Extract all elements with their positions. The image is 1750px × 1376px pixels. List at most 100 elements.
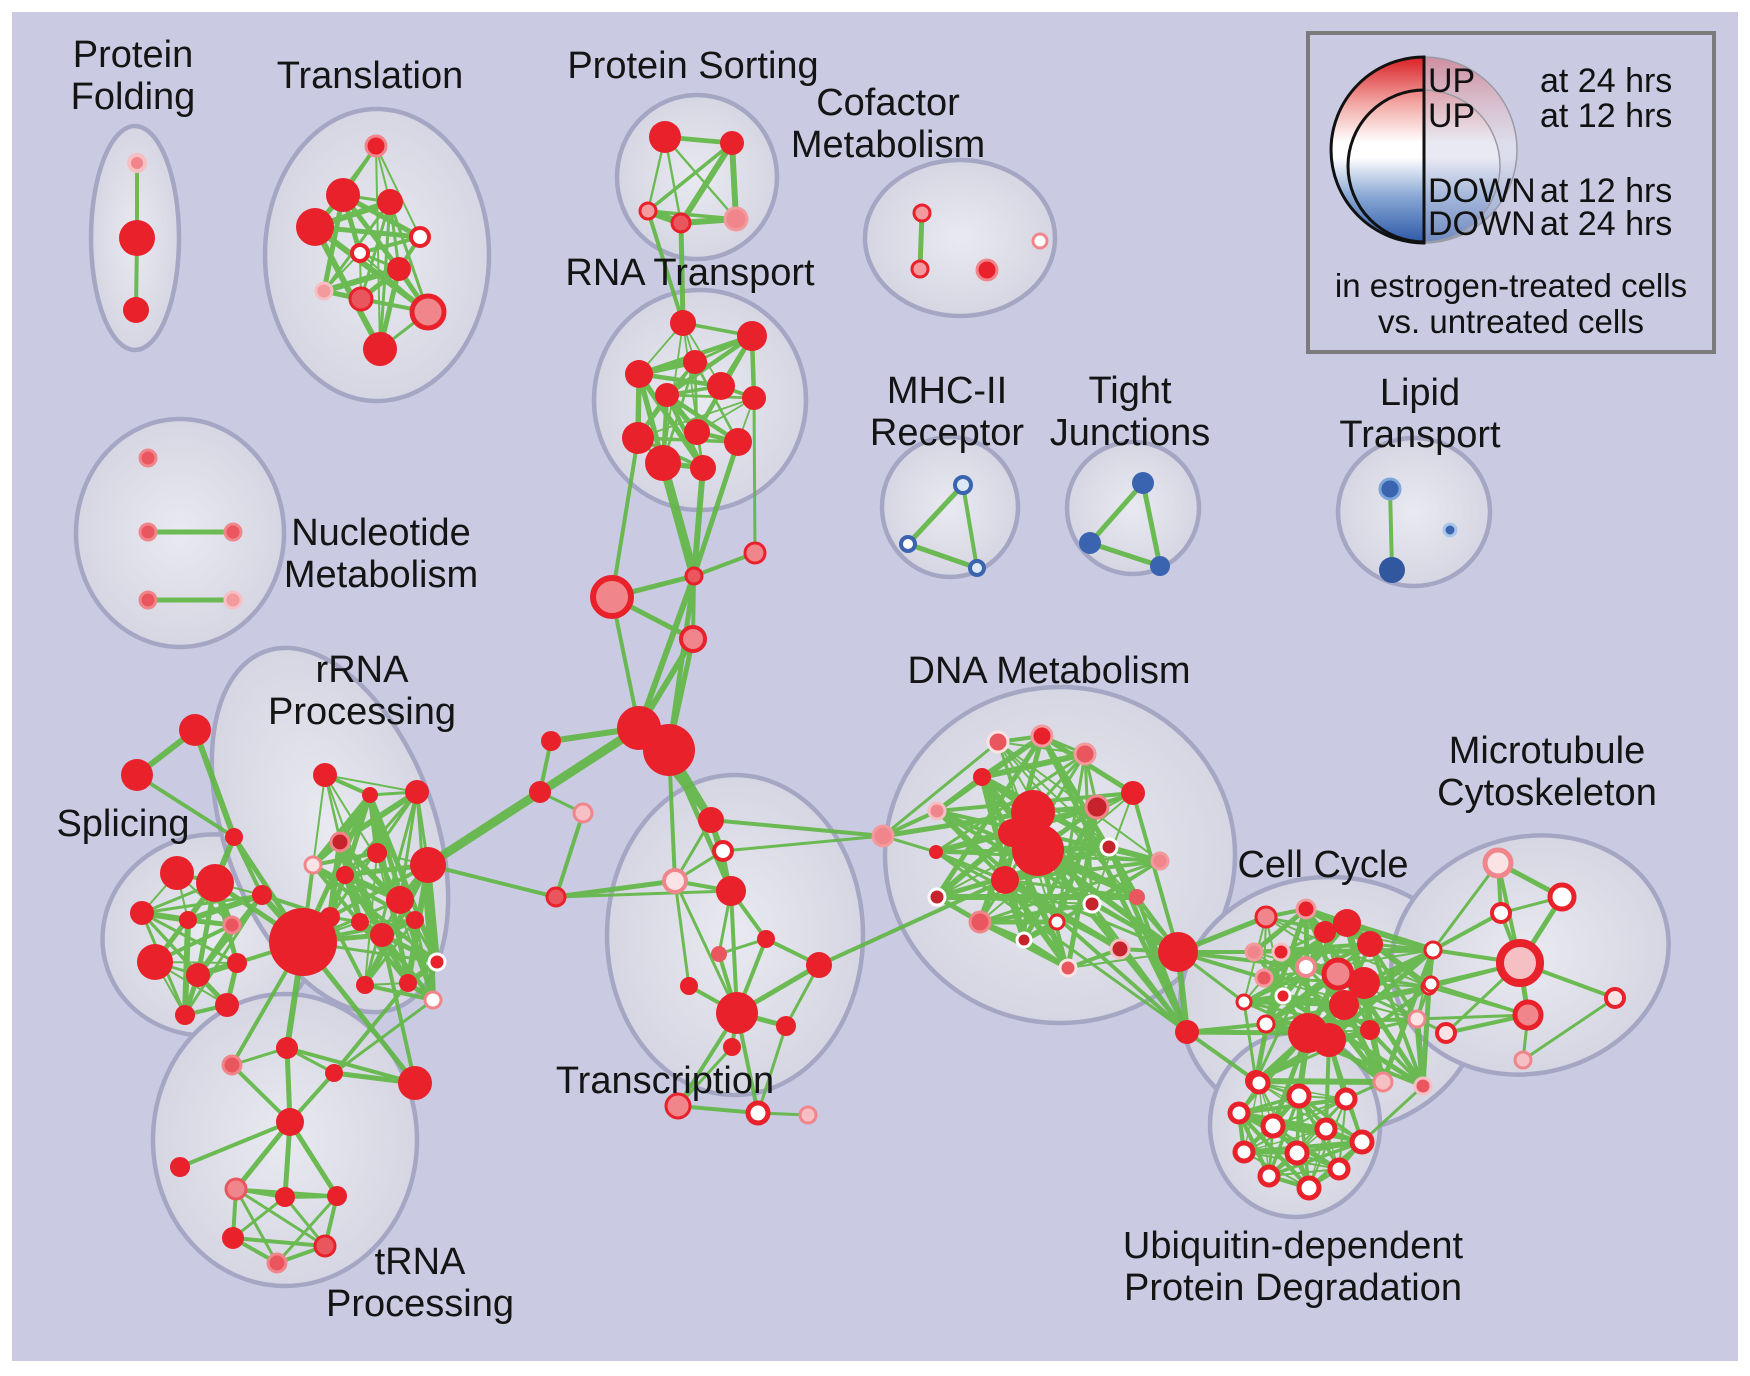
network-node-tn — [222, 1227, 244, 1249]
network-edge — [905, 482, 966, 547]
network-node-cc — [1413, 1076, 1433, 1096]
network-edge — [328, 863, 430, 919]
network-edge — [934, 844, 1112, 900]
network-edge — [729, 140, 739, 222]
network-edge — [554, 811, 585, 899]
network-edge — [1521, 996, 1617, 1062]
network-node-cc — [1407, 1009, 1427, 1029]
network-node-dna — [968, 910, 992, 934]
network-node-rr — [336, 866, 354, 884]
cluster-label-rr: Processing — [268, 691, 456, 733]
cluster-label-cm: Cofactor — [816, 82, 960, 124]
cluster-label-mt: Microtubule — [1449, 730, 1645, 772]
network-node-sp — [222, 915, 242, 935]
network-node-lt — [1442, 522, 1458, 538]
network-node-rr — [367, 843, 387, 863]
network-edge — [183, 893, 264, 1017]
network-node-sp — [175, 1005, 195, 1025]
network-node-cc — [1274, 987, 1292, 1005]
network-edge — [664, 333, 755, 398]
network-node-cx — [590, 575, 634, 619]
network-node-tl — [363, 332, 397, 366]
legend-inner-half-left — [1346, 88, 1426, 244]
network-node-cm — [1031, 232, 1049, 250]
network-edge — [178, 1120, 292, 1169]
network-node-ub — [1286, 1083, 1312, 1109]
cluster-label-mhc: MHC-II — [887, 370, 1007, 412]
network-edge — [321, 266, 402, 294]
network-edge — [1253, 1078, 1386, 1085]
network-edge — [752, 396, 757, 555]
network-node-sp — [137, 944, 173, 980]
network-node-rr — [405, 780, 429, 804]
network-node-tn — [313, 1234, 337, 1258]
network-edge — [185, 892, 265, 923]
network-edge — [1278, 947, 1436, 955]
network-edge — [192, 727, 237, 840]
network-edge — [1414, 1016, 1426, 1089]
network-node-tl — [350, 243, 370, 263]
network-edge — [1326, 947, 1436, 1043]
network-node-tx — [662, 868, 688, 894]
network-node-dna — [927, 801, 947, 821]
network-edge — [1344, 920, 1432, 990]
legend-direction-label: UP — [1428, 62, 1475, 100]
network-node-rt — [645, 445, 681, 481]
network-edge — [1002, 877, 1123, 952]
network-node-sp — [215, 993, 239, 1017]
network-node-rr — [370, 923, 394, 947]
cluster-label-tn: tRNA — [375, 1241, 466, 1283]
network-edge — [1184, 1029, 1311, 1036]
cluster-label-pf: Protein — [73, 34, 193, 76]
network-node-tj — [1079, 532, 1101, 554]
network-edge — [1368, 985, 1431, 1032]
network-node-dna — [991, 866, 1019, 894]
network-node-rt — [684, 419, 710, 445]
network-edge — [678, 140, 735, 226]
network-node-tn — [170, 1157, 190, 1177]
cluster-label-dna: DNA Metabolism — [908, 650, 1191, 692]
network-node-rr — [406, 911, 424, 929]
network-node-tx — [871, 824, 895, 848]
network-node-rt — [690, 455, 716, 481]
network-node-tl — [326, 178, 360, 212]
cluster-label-rr: rRNA — [316, 649, 410, 691]
network-node-cc — [1295, 956, 1317, 978]
network-edge — [1267, 1167, 1341, 1178]
nodes-layer — [119, 121, 1626, 1274]
network-node-ps — [720, 131, 744, 155]
network-node-rr — [303, 855, 323, 875]
network-node-rr — [356, 976, 374, 994]
network-edge — [1344, 920, 1436, 953]
network-node-tx — [723, 1038, 741, 1056]
network-edge — [1368, 1028, 1425, 1088]
network-node-cx — [121, 759, 153, 791]
network-edge — [425, 862, 436, 1003]
network-node-ub — [1247, 1071, 1271, 1095]
cluster-label-tn: Processing — [326, 1283, 514, 1325]
network-edge — [756, 1024, 788, 1115]
network-edge — [1431, 861, 1500, 952]
network-node-cx — [572, 802, 594, 824]
network-node-rt — [742, 386, 766, 410]
legend-time-label: at 12 hrs — [1540, 172, 1672, 210]
network-node-cc — [1254, 905, 1278, 929]
network-edge — [637, 397, 755, 439]
network-node-mhc — [953, 475, 973, 495]
network-node-dna — [1011, 790, 1055, 834]
network-node-tx — [545, 886, 567, 908]
network-node-dna — [1121, 781, 1145, 805]
network-node-rt — [707, 372, 735, 400]
network-edge — [310, 792, 373, 868]
network-node-mt — [1513, 1050, 1533, 1070]
network-node-tn — [276, 1108, 304, 1136]
network-edge — [646, 209, 685, 325]
network-edge — [658, 458, 699, 581]
network-edge — [673, 879, 739, 1015]
network-edge — [425, 789, 543, 868]
cluster-label-cm: Metabolism — [791, 124, 985, 166]
network-edge — [1135, 895, 1189, 1034]
network-node-dna — [1082, 894, 1102, 914]
